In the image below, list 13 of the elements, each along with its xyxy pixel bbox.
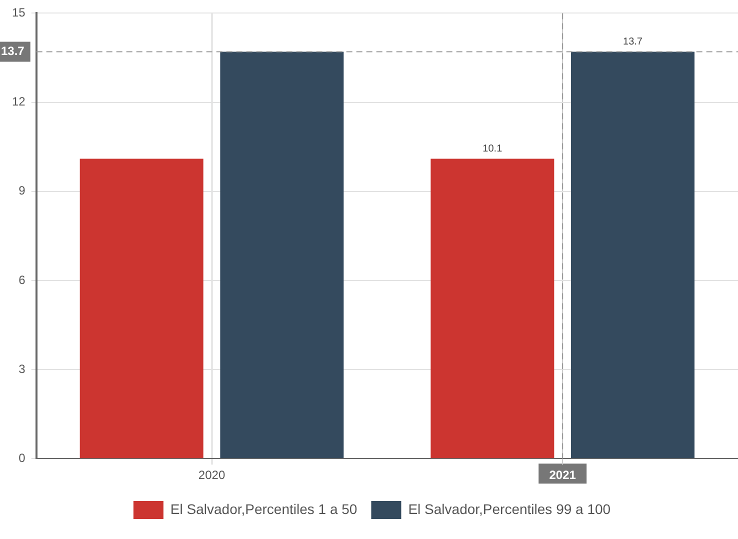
data-label: 10.1 bbox=[482, 143, 503, 154]
legend-label: El Salvador,Percentiles 99 a 100 bbox=[408, 500, 611, 517]
y-tick-label: 9 bbox=[18, 184, 26, 198]
y-tick-label: 0 bbox=[18, 450, 26, 465]
x-tick-label: 2020 bbox=[198, 468, 226, 482]
y-tick-label: 12 bbox=[12, 94, 26, 109]
x-tick-label: 2021 bbox=[549, 468, 576, 482]
ref-line-label: 13.7 bbox=[0, 44, 25, 58]
y-tick-label: 3 bbox=[18, 362, 26, 376]
y-tick-label: 6 bbox=[18, 272, 26, 287]
y-tick-label: 15 bbox=[12, 6, 26, 20]
data-label: 13.7 bbox=[623, 36, 643, 48]
legend-label: El Salvador,Percentiles 1 a 50 bbox=[170, 500, 358, 517]
